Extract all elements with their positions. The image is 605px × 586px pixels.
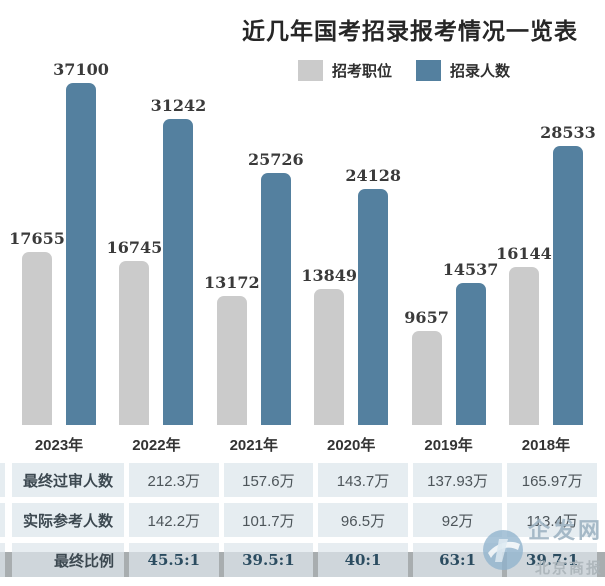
table-row-ratio: 最终比例 45.5:1 39.5:1 40:1 63:1 39.7:1 xyxy=(12,543,597,577)
qifa-logo-icon xyxy=(482,529,524,576)
bar-column: 14537 xyxy=(443,62,498,425)
bar-column: 9657 xyxy=(404,62,449,425)
bar-value-label: 24128 xyxy=(345,166,402,185)
recruits-bar-2021年 xyxy=(260,173,291,425)
page-title: 近几年国考招录报考情况一览表 xyxy=(242,18,578,44)
positions-bar-2023年 xyxy=(22,252,52,425)
row-label-cell: 实际参考人数 xyxy=(12,503,124,537)
bar-value-label: 14537 xyxy=(442,260,499,279)
row-label-cell: 最终比例 xyxy=(12,543,124,577)
table-cell: 113.4万 xyxy=(507,503,597,537)
cropped-cell-sliver xyxy=(0,463,5,497)
x-axis-label: 2021年 xyxy=(229,437,278,454)
recruits-bar-2023年 xyxy=(66,83,96,425)
watermark-site-name: 企发网 xyxy=(527,517,603,543)
x-axis-label: 2023年 xyxy=(34,437,84,454)
bar-column: 16144 xyxy=(496,62,552,425)
recruits-bar-2022年 xyxy=(163,119,194,425)
table-row-approved: 最终过审人数 212.3万 157.6万 143.7万 137.93万 165.97万 xyxy=(12,463,597,497)
cropped-cell-sliver xyxy=(0,503,5,537)
x-axis-label: 2020年 xyxy=(326,437,376,454)
x-axis-label: 2022年 xyxy=(132,437,181,454)
bar-column: 25726 xyxy=(248,62,304,425)
bar-column: 37100 xyxy=(53,62,109,425)
table-cell: 92万 xyxy=(412,503,503,537)
watermark-source-name: 北京商报 xyxy=(534,560,603,577)
legend-item-positions: 招考职位 xyxy=(298,60,392,81)
table-cell: 101.7万 xyxy=(223,503,314,537)
bar-group-2018年: 16144 28533 2018年 xyxy=(496,62,596,455)
bar-group-2020年: 13849 24128 2020年 xyxy=(301,62,401,455)
table-cell: 40:1 xyxy=(318,543,408,577)
chart-legend: 招考职位 招录人数 xyxy=(298,60,510,81)
bar-group-2021年: 13172 25726 2021年 xyxy=(204,62,304,455)
bar-group-2023年: 17655 37100 2023年 xyxy=(9,62,109,455)
table-cell: 212.3万 xyxy=(129,463,219,497)
positions-bar-2019年 xyxy=(411,331,442,425)
positions-bar-2020年 xyxy=(314,289,345,425)
table-cell: 45.5:1 xyxy=(129,543,219,577)
bar-value-label: 17655 xyxy=(9,229,65,248)
bar-column: 13172 xyxy=(204,62,260,425)
legend-label: 招考职位 xyxy=(332,63,393,80)
positions-bar-2022年 xyxy=(119,261,150,425)
gray-swatch-icon xyxy=(298,60,323,81)
bar-value-label: 28533 xyxy=(540,123,596,142)
cropped-cell-sliver xyxy=(0,543,5,577)
positions-bar-2021年 xyxy=(216,296,247,425)
table-cell: 142.2万 xyxy=(129,503,219,537)
bar-value-label: 16745 xyxy=(106,238,163,257)
recruits-bar-2020年 xyxy=(358,189,389,425)
recruits-bar-2018年 xyxy=(552,146,583,425)
bar-group-2022年: 16745 31242 2022年 xyxy=(107,62,207,455)
bar-value-label: 13849 xyxy=(301,266,358,285)
table-cell: 143.7万 xyxy=(318,463,408,497)
x-axis-label: 2019年 xyxy=(424,437,473,454)
watermark: 企发网 北京商报 xyxy=(482,517,603,578)
bar-value-label: 25726 xyxy=(247,150,304,169)
bar-column: 13849 xyxy=(301,62,357,425)
bar-column: 17655 xyxy=(9,62,65,425)
bar-value-label: 13172 xyxy=(203,273,260,292)
blue-swatch-icon xyxy=(416,60,442,81)
bar-column: 31242 xyxy=(151,62,206,425)
table-cell: 96.5万 xyxy=(318,503,408,537)
bar-column: 24128 xyxy=(345,62,401,425)
table-row-attended: 实际参考人数 142.2万 101.7万 96.5万 92万 113.4万 xyxy=(12,503,597,537)
x-axis-label: 2018年 xyxy=(521,437,571,454)
row-label-cell: 最终过审人数 xyxy=(12,463,124,497)
table-cell: 137.93万 xyxy=(412,463,503,497)
positions-bar-2018年 xyxy=(508,267,539,425)
bar-group-2019年: 9657 14537 2019年 xyxy=(404,62,498,455)
bar-value-label: 16144 xyxy=(496,244,552,263)
legend-item-recruits: 招录人数 xyxy=(416,60,510,81)
bar-column: 28533 xyxy=(540,62,596,425)
recruits-bar-2019年 xyxy=(455,283,486,425)
bar-value-label: 31242 xyxy=(150,96,207,115)
bar-value-label: 37100 xyxy=(53,60,109,79)
legend-label: 招录人数 xyxy=(450,63,511,80)
bar-value-label: 9657 xyxy=(404,308,449,327)
table-cell: 165.97万 xyxy=(507,463,597,497)
bar-column: 16745 xyxy=(107,62,162,425)
table-cell: 157.6万 xyxy=(223,463,314,497)
table-cell: 39.5:1 xyxy=(223,543,314,577)
chart-area: 17655 37100 2023年 16745 31242 2022年 13172 25726… xyxy=(9,62,596,455)
